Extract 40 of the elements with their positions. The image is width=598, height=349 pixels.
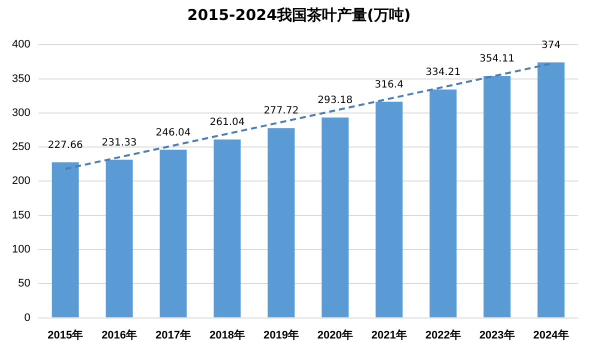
data-label: 334.21 xyxy=(426,67,461,78)
bar xyxy=(106,160,133,318)
y-tick-label: 250 xyxy=(12,141,30,154)
y-tick-label: 400 xyxy=(12,38,30,51)
chart-title: 2015-2024我国茶叶产量(万吨) xyxy=(186,6,412,25)
data-label: 354.11 xyxy=(480,54,515,65)
x-tick-label: 2020年 xyxy=(317,328,353,342)
data-label: 246.04 xyxy=(156,127,191,138)
x-tick-label: 2021年 xyxy=(371,328,407,342)
bar xyxy=(376,102,403,318)
bar xyxy=(214,140,241,318)
y-tick-label: 350 xyxy=(12,72,30,85)
data-label: 277.72 xyxy=(264,106,299,117)
y-tick-label: 0 xyxy=(24,312,30,324)
x-tick-label: 2023年 xyxy=(479,328,515,342)
y-tick-label: 200 xyxy=(12,175,30,188)
bar xyxy=(484,76,511,318)
y-tick-label: 300 xyxy=(12,106,30,119)
bar xyxy=(52,162,79,318)
bar xyxy=(160,150,187,318)
y-tick-label: 100 xyxy=(12,244,30,256)
x-tick-label: 2019年 xyxy=(263,328,299,342)
x-tick-label: 2024年 xyxy=(533,328,569,342)
data-label: 293.18 xyxy=(318,95,353,106)
x-tick-label: 2018年 xyxy=(209,328,245,342)
data-label: 316.4 xyxy=(374,79,404,90)
data-label: 227.66 xyxy=(48,140,83,151)
data-label: 231.33 xyxy=(102,137,137,148)
data-label: 374 xyxy=(541,40,561,51)
x-tick-label: 2022年 xyxy=(425,328,461,342)
data-label: 261.04 xyxy=(210,117,245,128)
bar xyxy=(430,90,457,318)
bar xyxy=(538,62,565,318)
y-tick-label: 50 xyxy=(18,278,30,290)
bar xyxy=(322,118,349,318)
x-tick-label: 2015年 xyxy=(48,328,84,342)
x-tick-label: 2017年 xyxy=(156,328,192,342)
x-tick-label: 2016年 xyxy=(102,328,138,342)
y-tick-label: 150 xyxy=(12,209,30,222)
bar xyxy=(268,128,295,318)
